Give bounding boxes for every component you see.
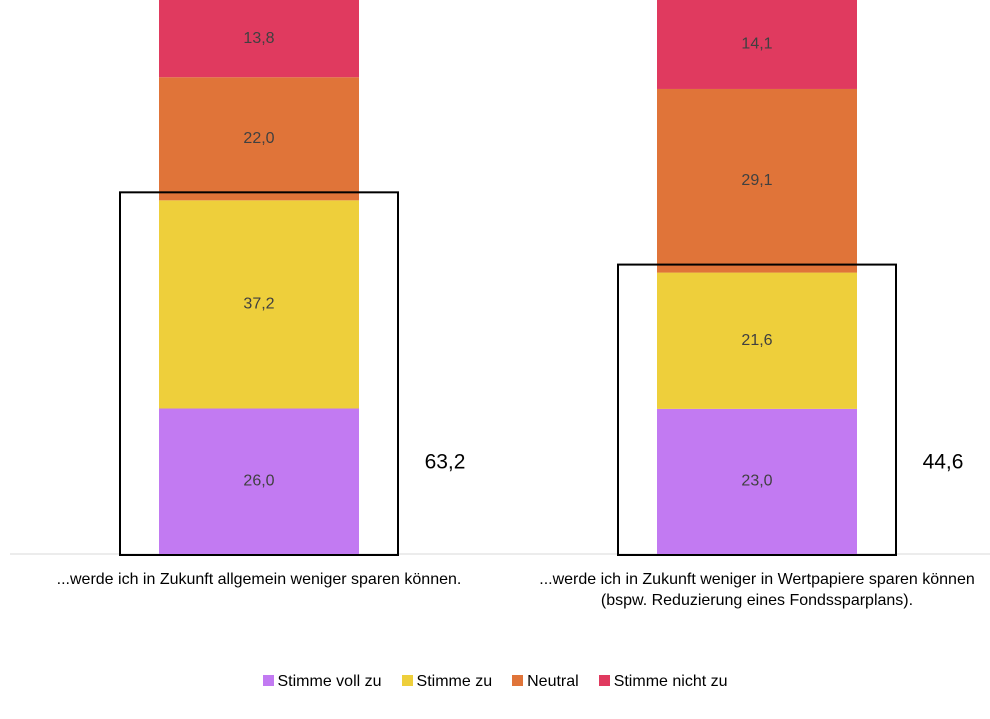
bar-segment <box>159 0 359 78</box>
data-label: 29,1 <box>741 172 772 189</box>
legend-item: Stimme voll zu <box>262 673 382 691</box>
x-tick-label: ...werde ich in Zukunft allgemein wenige… <box>56 571 462 588</box>
bar-segment <box>159 200 359 409</box>
bar-segment <box>159 408 359 554</box>
legend: Stimme voll zu Stimme zu Neutral Stimme nic… <box>0 673 990 691</box>
total-label: 63,2 <box>425 451 466 474</box>
legend-label: Stimme nicht zu <box>613 673 728 690</box>
legend-item: Stimme zu <box>401 673 493 691</box>
x-tick-label: ...werde ich in Zukunft weniger in Wertp… <box>539 571 975 609</box>
bar-segment <box>657 0 857 89</box>
data-label: 13,8 <box>243 30 274 47</box>
total-label: 44,6 <box>923 451 964 474</box>
legend-swatch <box>512 675 524 686</box>
highlight-box <box>617 263 897 556</box>
legend-item: Neutral <box>512 673 579 691</box>
bar-segment <box>657 272 857 409</box>
data-label: 22,0 <box>243 130 274 147</box>
legend-swatch <box>401 675 413 686</box>
highlight-box <box>119 191 399 556</box>
data-label: 23,0 <box>741 473 772 490</box>
legend-label: Neutral <box>527 673 579 690</box>
data-label: 21,6 <box>741 332 772 349</box>
bar-segment <box>657 408 857 554</box>
legend-label: Stimme zu <box>416 673 493 690</box>
bar-segment <box>159 77 359 201</box>
legend-swatch <box>262 675 274 686</box>
bar-segment <box>657 88 857 273</box>
data-label: 14,1 <box>741 36 772 53</box>
legend-label: Stimme voll zu <box>277 673 382 690</box>
data-label: 26,0 <box>243 472 274 489</box>
data-label: 37,2 <box>243 296 274 313</box>
legend-item: Stimme nicht zu <box>598 673 728 691</box>
legend-swatch <box>598 675 610 686</box>
